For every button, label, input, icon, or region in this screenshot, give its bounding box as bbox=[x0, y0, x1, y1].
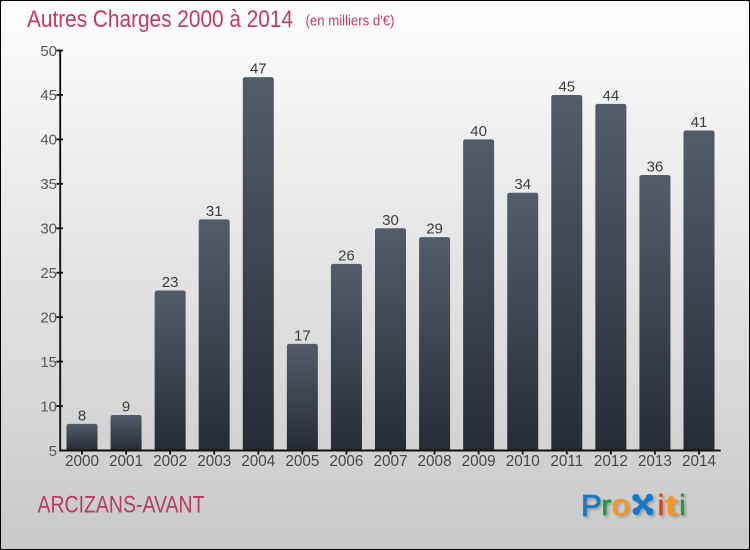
svg-text:ARCIZANS-AVANT: ARCIZANS-AVANT bbox=[38, 492, 205, 519]
svg-text:2004: 2004 bbox=[241, 453, 276, 470]
svg-text:i: i bbox=[658, 490, 664, 522]
svg-text:40: 40 bbox=[40, 132, 57, 149]
svg-text:41: 41 bbox=[691, 114, 708, 131]
svg-text:29: 29 bbox=[426, 221, 443, 238]
svg-text:2003: 2003 bbox=[197, 453, 231, 470]
svg-text:o: o bbox=[612, 489, 630, 522]
svg-text:26: 26 bbox=[338, 247, 355, 264]
svg-text:r: r bbox=[602, 490, 612, 522]
svg-text:2009: 2009 bbox=[462, 453, 496, 470]
svg-text:2013: 2013 bbox=[638, 453, 672, 470]
svg-text:2010: 2010 bbox=[506, 453, 540, 470]
svg-text:2000: 2000 bbox=[65, 453, 99, 470]
svg-text:36: 36 bbox=[647, 158, 664, 175]
svg-text:2002: 2002 bbox=[153, 453, 187, 470]
svg-text:45: 45 bbox=[40, 87, 57, 104]
svg-text:40: 40 bbox=[470, 123, 487, 140]
svg-text:10: 10 bbox=[40, 398, 57, 415]
svg-text:30: 30 bbox=[382, 212, 399, 229]
svg-text:2014: 2014 bbox=[682, 453, 717, 470]
svg-text:2006: 2006 bbox=[329, 453, 363, 470]
svg-text:25: 25 bbox=[40, 265, 57, 282]
svg-text:Autres Charges 2000 à 2014: Autres Charges 2000 à 2014 bbox=[27, 6, 293, 33]
svg-text:15: 15 bbox=[40, 354, 57, 371]
svg-text:23: 23 bbox=[162, 274, 179, 291]
svg-text:2012: 2012 bbox=[594, 453, 628, 470]
svg-text:45: 45 bbox=[558, 78, 575, 95]
svg-text:34: 34 bbox=[514, 176, 531, 193]
svg-text:2005: 2005 bbox=[285, 453, 319, 470]
svg-text:2008: 2008 bbox=[418, 453, 452, 470]
svg-text:2001: 2001 bbox=[109, 453, 143, 470]
svg-text:20: 20 bbox=[40, 309, 57, 326]
svg-text:i: i bbox=[679, 490, 685, 522]
svg-text:P: P bbox=[581, 488, 602, 523]
svg-text:47: 47 bbox=[250, 61, 267, 78]
svg-text:35: 35 bbox=[40, 176, 57, 193]
svg-text:30: 30 bbox=[40, 221, 57, 238]
svg-text:2007: 2007 bbox=[373, 453, 407, 470]
svg-text:2011: 2011 bbox=[550, 453, 583, 470]
svg-text:8: 8 bbox=[78, 407, 86, 424]
svg-text:17: 17 bbox=[294, 327, 311, 344]
svg-text:50: 50 bbox=[40, 43, 57, 60]
svg-text:(en milliers d'€): (en milliers d'€) bbox=[306, 14, 395, 30]
svg-text:44: 44 bbox=[603, 87, 620, 104]
svg-text:9: 9 bbox=[122, 398, 130, 415]
svg-text:5: 5 bbox=[49, 443, 57, 460]
svg-text:31: 31 bbox=[206, 203, 223, 220]
svg-text:t: t bbox=[665, 490, 679, 522]
